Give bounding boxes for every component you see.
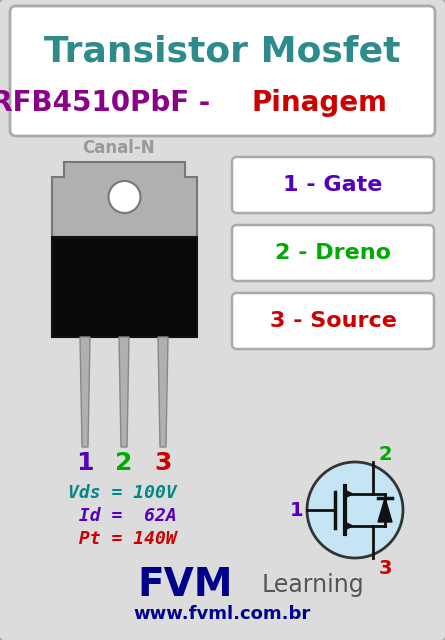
Text: 2: 2: [115, 451, 133, 475]
Polygon shape: [119, 337, 129, 447]
Text: 3: 3: [378, 559, 392, 577]
Text: 1 - Gate: 1 - Gate: [283, 175, 383, 195]
Text: Pinagem: Pinagem: [252, 89, 388, 117]
FancyBboxPatch shape: [10, 6, 435, 136]
Text: Learning: Learning: [262, 573, 364, 597]
Text: 3: 3: [154, 451, 172, 475]
Polygon shape: [52, 162, 197, 237]
Text: IRFB4510PbF -: IRFB4510PbF -: [0, 89, 219, 117]
FancyBboxPatch shape: [52, 237, 197, 337]
Polygon shape: [80, 337, 90, 447]
Text: Vds = 100V: Vds = 100V: [68, 484, 176, 502]
Polygon shape: [158, 337, 168, 447]
Text: www.fvml.com.br: www.fvml.com.br: [134, 605, 311, 623]
Circle shape: [307, 462, 403, 558]
Text: Canal-N: Canal-N: [82, 139, 154, 157]
Polygon shape: [378, 498, 392, 522]
FancyBboxPatch shape: [232, 293, 434, 349]
Text: Transistor Mosfet: Transistor Mosfet: [44, 35, 400, 69]
Circle shape: [109, 181, 141, 213]
Text: 1: 1: [290, 500, 304, 520]
Text: Pt = 140W: Pt = 140W: [68, 530, 176, 548]
Text: Id =  62A: Id = 62A: [68, 507, 176, 525]
Text: 1: 1: [76, 451, 94, 475]
Text: 2: 2: [378, 445, 392, 465]
Text: 2 - Dreno: 2 - Dreno: [275, 243, 391, 263]
FancyBboxPatch shape: [232, 225, 434, 281]
Text: FVM: FVM: [137, 566, 233, 604]
Text: 3 - Source: 3 - Source: [270, 311, 396, 331]
FancyBboxPatch shape: [232, 157, 434, 213]
